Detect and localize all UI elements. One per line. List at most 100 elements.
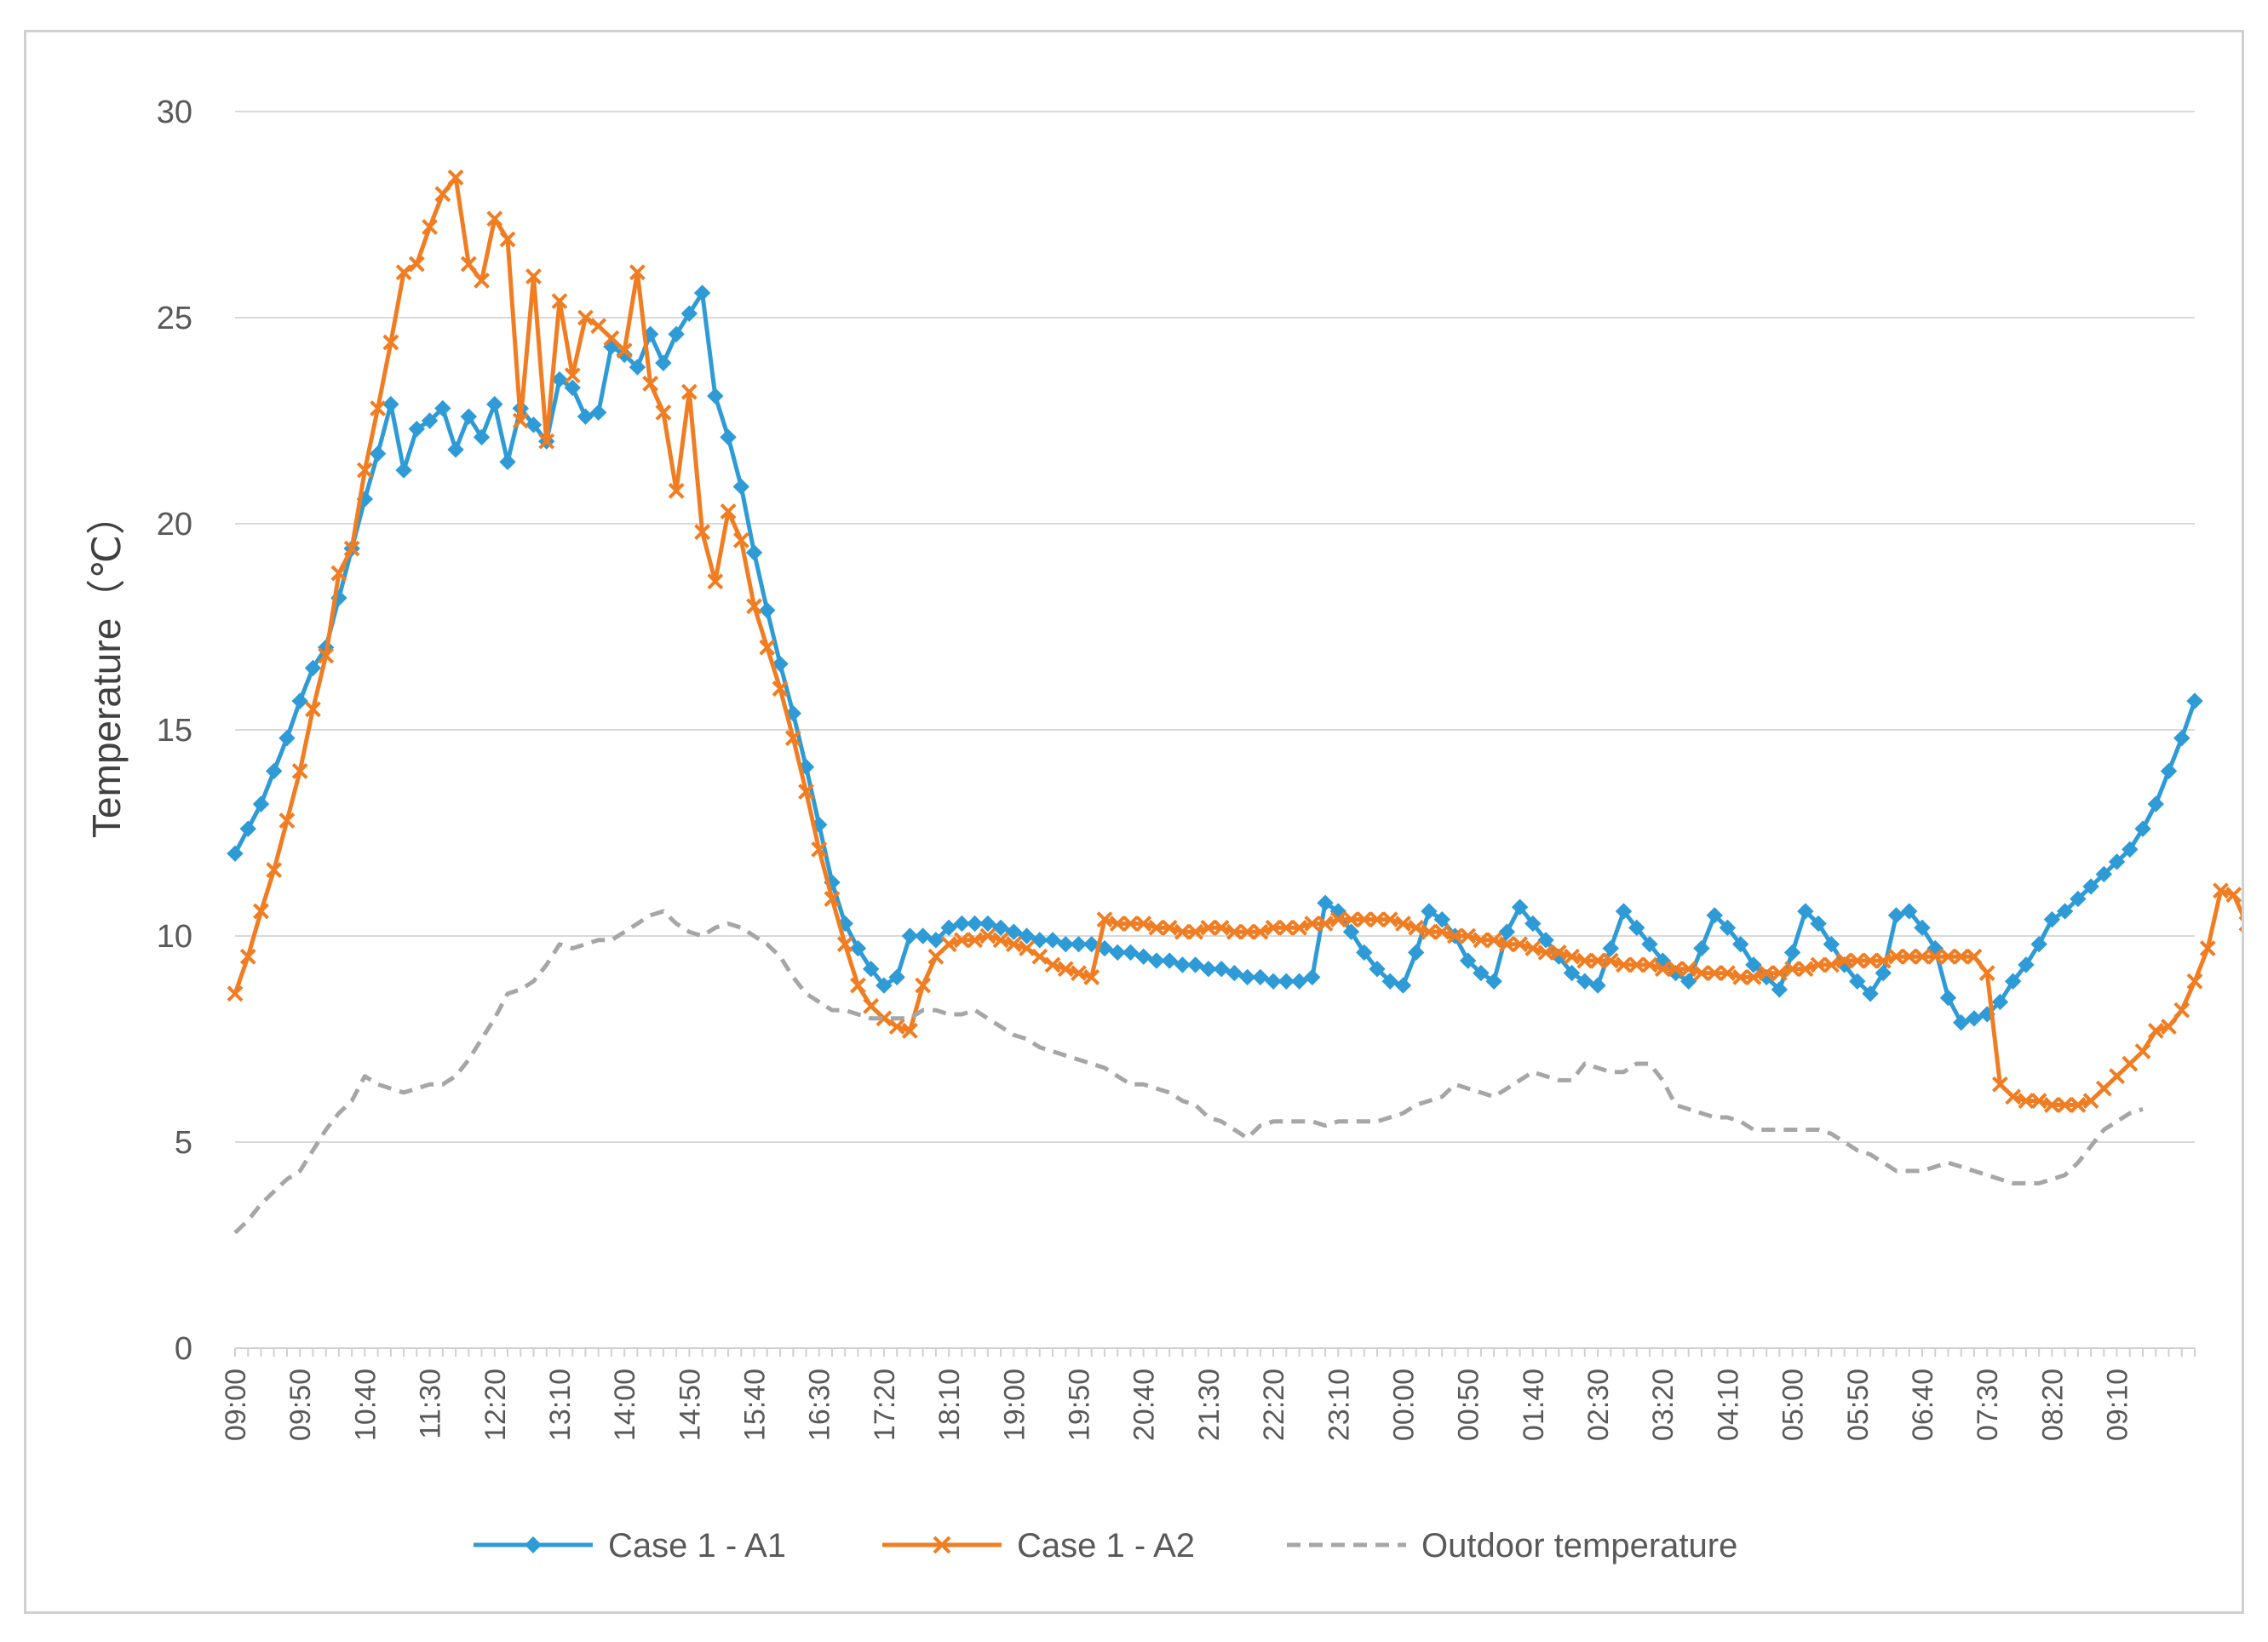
data-point-diamond	[1991, 993, 2009, 1011]
data-point-x	[1200, 919, 1217, 936]
temperature-line-chart: 0 5 10 15 20 25 30 09:00 09:50 10:40 11:30 12:20 13…	[84, 95, 2242, 1564]
data-point-x	[1421, 923, 1438, 940]
data-point-x	[824, 891, 841, 907]
x-tick-label: 22:20	[1258, 1369, 1290, 1441]
data-point-diamond	[1433, 910, 1450, 928]
data-point-x	[642, 376, 659, 392]
data-point-x	[1265, 919, 1282, 936]
data-point-x	[370, 400, 387, 416]
data-point-diamond	[1057, 935, 1074, 953]
data-point-diamond	[525, 416, 543, 433]
x-tick-label: 21:30	[1193, 1369, 1226, 1441]
data-point-diamond	[499, 453, 516, 471]
data-point-x	[577, 309, 594, 326]
data-point-diamond	[408, 420, 426, 438]
data-point-x	[538, 433, 555, 450]
x-tick-label: 07:30	[1972, 1369, 2004, 1441]
data-point-x	[1460, 927, 1477, 944]
data-point-diamond	[1473, 964, 1490, 982]
data-point-diamond	[577, 408, 594, 425]
data-point-x	[1369, 911, 1386, 928]
data-point-x	[668, 482, 685, 499]
data-point-x	[2070, 1097, 2087, 1113]
x-tick-label: 10:40	[349, 1369, 382, 1441]
x-tick-label: 14:00	[609, 1369, 641, 1441]
data-point-x	[1914, 948, 1931, 965]
data-point-diamond	[1356, 944, 1373, 962]
y-tick-label: 25	[157, 301, 192, 336]
data-point-x	[1668, 961, 1684, 978]
data-point-diamond	[2108, 853, 2126, 870]
data-point-diamond	[2160, 762, 2178, 780]
data-point-x	[474, 273, 490, 289]
data-point-x	[447, 169, 464, 186]
x-tick-label: 06:40	[1907, 1369, 1939, 1441]
data-point-diamond	[1693, 939, 1710, 957]
data-point-x	[811, 841, 828, 858]
data-point-x	[1408, 919, 1425, 936]
data-point-x	[759, 639, 776, 656]
x-tick-label: 00:50	[1453, 1369, 1485, 1441]
data-point-x	[888, 1019, 905, 1035]
x-tick-label: 05:50	[1842, 1369, 1875, 1441]
data-point-x	[1252, 923, 1269, 940]
data-point-x	[876, 1010, 893, 1027]
data-point-diamond	[849, 939, 867, 957]
data-point-x	[1304, 916, 1321, 932]
data-point-x	[1291, 919, 1307, 936]
data-point-diamond	[2173, 729, 2190, 747]
data-point-x	[1732, 968, 1749, 985]
data-point-x	[1823, 956, 1840, 973]
data-point-diamond	[2122, 841, 2139, 858]
data-point-diamond	[953, 915, 971, 933]
data-point-x	[1498, 936, 1515, 953]
chart-frame: 0 5 10 15 20 25 30 09:00 09:50 10:40 11:30 12:20 13…	[24, 30, 2244, 1614]
data-point-x	[979, 927, 996, 944]
data-point-x	[434, 186, 451, 203]
data-point-diamond	[707, 388, 724, 405]
data-point-x	[1239, 923, 1256, 940]
data-point-x	[1978, 965, 1995, 981]
data-point-diamond	[460, 408, 477, 425]
data-point-x	[1473, 932, 1490, 949]
data-point-x	[2134, 1043, 2151, 1059]
data-point-x	[395, 264, 412, 281]
data-point-x	[2109, 1068, 2125, 1084]
x-tick-label: 00:00	[1387, 1369, 1420, 1441]
data-point-diamond	[1070, 935, 1088, 953]
data-point-x	[1797, 961, 1814, 978]
data-point-x	[305, 701, 321, 718]
data-point-x	[1693, 965, 1710, 981]
data-point-x	[343, 540, 360, 557]
data-point-diamond	[1875, 964, 1892, 982]
data-point-diamond	[266, 762, 283, 780]
data-point-diamond	[992, 919, 1009, 937]
data-point-diamond	[1317, 894, 1334, 911]
data-point-diamond	[1862, 985, 1879, 1002]
data-point-x	[940, 936, 957, 953]
data-point-diamond	[1083, 935, 1100, 953]
x-tick-label: 12:20	[479, 1369, 512, 1441]
data-point-x	[1537, 944, 1554, 961]
legend-item-2: Case 1 - A2	[882, 1527, 1195, 1564]
data-point-x	[2161, 1019, 2177, 1035]
data-point-diamond	[1966, 1010, 1983, 1027]
data-point-x	[356, 462, 373, 479]
data-point-diamond	[616, 346, 633, 364]
data-point-diamond	[2030, 935, 2047, 953]
data-point-x	[1926, 948, 1944, 965]
data-point-diamond	[227, 845, 244, 862]
data-point-x	[1992, 1076, 2008, 1093]
data-point-x	[1576, 952, 1593, 969]
data-point-x	[1512, 936, 1529, 953]
data-point-diamond	[629, 359, 646, 376]
y-tick-label: 5	[175, 1125, 192, 1161]
data-point-diamond	[1576, 973, 1593, 990]
data-point-diamond	[1174, 956, 1191, 973]
data-point-x	[1836, 952, 1852, 969]
data-point-diamond	[382, 395, 399, 413]
data-point-x	[967, 932, 984, 949]
legend-label: Case 1 - A2	[1017, 1527, 1195, 1564]
y-tick-label: 30	[157, 95, 192, 130]
data-point-diamond	[1031, 932, 1048, 949]
